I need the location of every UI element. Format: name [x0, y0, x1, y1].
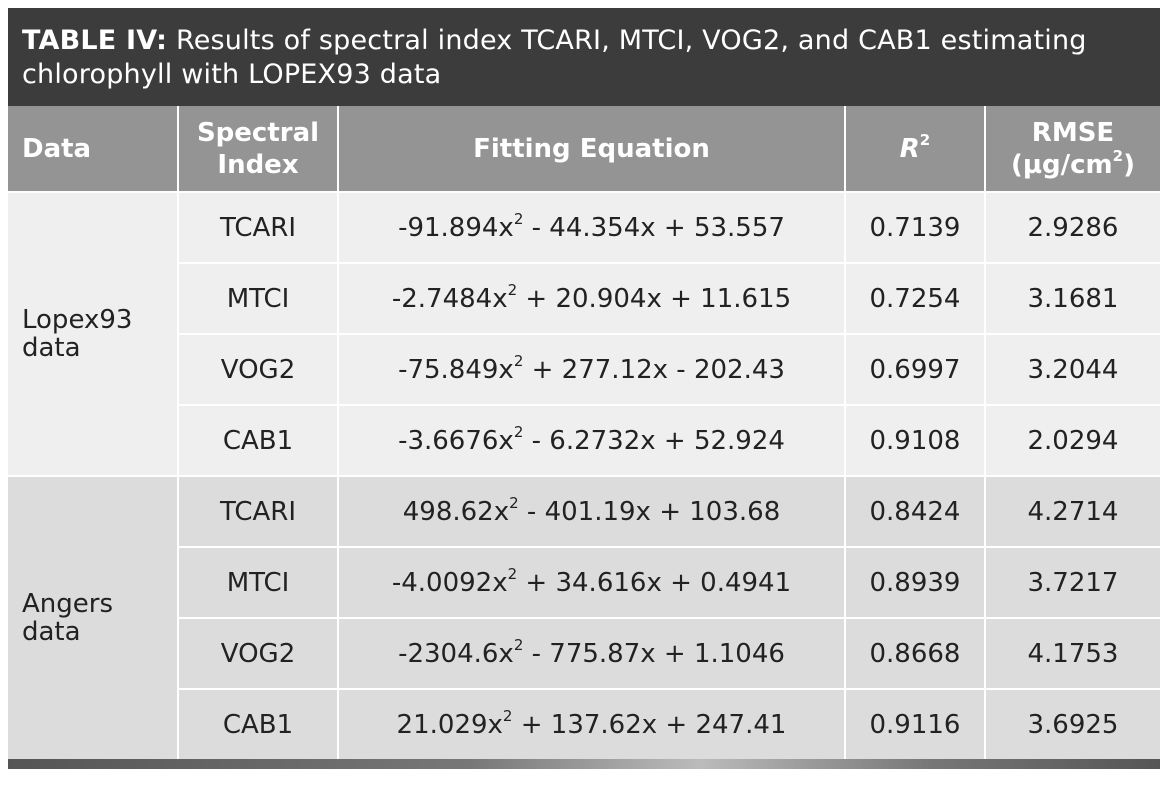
table-number: TABLE IV:: [22, 25, 168, 56]
cell-rmse: 3.7217: [984, 546, 1160, 618]
header-row: Data Spectral Index Fitting Equation R2 R…: [8, 106, 1160, 192]
results-table: Data Spectral Index Fitting Equation R2 R…: [8, 106, 1160, 759]
cell-spectral-index: CAB1: [177, 688, 338, 759]
cell-rmse: 4.2714: [984, 475, 1160, 547]
cell-fitting-equation: -2304.6x2 - 775.87x + 1.1046: [337, 617, 845, 689]
cell-r-squared: 0.6997: [844, 333, 985, 405]
cell-fitting-equation: -4.0092x2 + 34.616x + 0.4941: [337, 546, 845, 618]
cell-rmse: 3.1681: [984, 262, 1160, 334]
cell-r-squared: 0.7139: [844, 191, 985, 263]
cell-spectral-index: CAB1: [177, 404, 338, 476]
header-spectral-index: Spectral Index: [177, 106, 338, 192]
cell-fitting-equation: -75.849x2 + 277.12x - 202.43: [337, 333, 845, 405]
cell-fitting-equation: 498.62x2 - 401.19x + 103.68: [337, 475, 845, 547]
table-caption-text: Results of spectral index TCARI, MTCI, V…: [22, 25, 1087, 90]
cell-r-squared: 0.8424: [844, 475, 985, 547]
cell-spectral-index: TCARI: [177, 475, 338, 547]
cell-fitting-equation: 21.029x2 + 137.62x + 247.41: [337, 688, 845, 759]
cell-fitting-equation: -3.6676x2 - 6.2732x + 52.924: [337, 404, 845, 476]
group-angers: Angers data TCARI 498.62x2 - 401.19x + 103.…: [8, 475, 1160, 759]
header-data: Data: [8, 106, 178, 192]
group-label: Angers data: [8, 475, 178, 759]
header-rmse: RMSE (µg/cm2): [984, 106, 1160, 192]
table-row: CAB1 -3.6676x2 - 6.2732x + 52.924 0.9108 2.…: [8, 404, 1160, 476]
table-row: VOG2 -75.849x2 + 277.12x - 202.43 0.6997 3.…: [8, 333, 1160, 405]
cell-spectral-index: VOG2: [177, 333, 338, 405]
table-figure: TABLE IV: Results of spectral index TCAR…: [8, 8, 1160, 769]
table-row: MTCI -2.7484x2 + 20.904x + 11.615 0.7254 3.…: [8, 262, 1160, 334]
cell-rmse: 3.6925: [984, 688, 1160, 759]
cell-rmse: 2.0294: [984, 404, 1160, 476]
table-row: VOG2 -2304.6x2 - 775.87x + 1.1046 0.8668 4.…: [8, 617, 1160, 689]
table-row: Lopex93 data TCARI -91.894x2 - 44.354x + 53…: [8, 191, 1160, 476]
bottom-rule: [8, 759, 1160, 769]
cell-spectral-index: MTCI: [177, 546, 338, 618]
table-row: MTCI -4.0092x2 + 34.616x + 0.4941 0.8939 3.…: [8, 546, 1160, 618]
table-caption: TABLE IV: Results of spectral index TCAR…: [8, 8, 1160, 106]
cell-r-squared: 0.7254: [844, 262, 985, 334]
group-lopex93: Lopex93 data TCARI -91.894x2 - 44.354x + 53…: [8, 191, 1160, 476]
cell-fitting-equation: -91.894x2 - 44.354x + 53.557: [337, 191, 845, 263]
header-r-squared: R2: [844, 106, 985, 192]
cell-rmse: 2.9286: [984, 191, 1160, 263]
cell-rmse: 3.2044: [984, 333, 1160, 405]
table-row: CAB1 21.029x2 + 137.62x + 247.41 0.9116 3.6…: [8, 688, 1160, 759]
cell-spectral-index: TCARI: [177, 191, 338, 263]
cell-spectral-index: MTCI: [177, 262, 338, 334]
header-fitting-equation: Fitting Equation: [337, 106, 845, 192]
cell-spectral-index: VOG2: [177, 617, 338, 689]
cell-r-squared: 0.8939: [844, 546, 985, 618]
table-row: Angers data TCARI 498.62x2 - 401.19x + 103.…: [8, 475, 1160, 759]
cell-r-squared: 0.9108: [844, 404, 985, 476]
cell-r-squared: 0.8668: [844, 617, 985, 689]
group-label: Lopex93 data: [8, 191, 178, 476]
cell-rmse: 4.1753: [984, 617, 1160, 689]
cell-r-squared: 0.9116: [844, 688, 985, 759]
cell-fitting-equation: -2.7484x2 + 20.904x + 11.615: [337, 262, 845, 334]
